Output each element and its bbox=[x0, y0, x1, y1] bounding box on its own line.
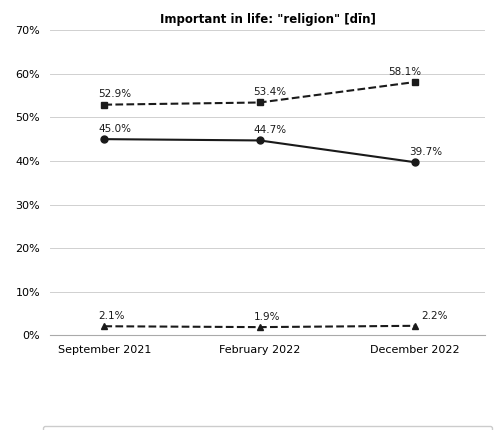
Title: Important in life: "religion" [dīn]: Important in life: "religion" [dīn] bbox=[160, 13, 376, 26]
Text: 58.1%: 58.1% bbox=[388, 67, 422, 77]
Text: 53.4%: 53.4% bbox=[254, 87, 286, 97]
Text: 45.0%: 45.0% bbox=[98, 124, 131, 134]
Text: 1.9%: 1.9% bbox=[254, 312, 280, 322]
Text: 2.2%: 2.2% bbox=[422, 310, 448, 321]
Text: 39.7%: 39.7% bbox=[409, 147, 442, 157]
Text: 52.9%: 52.9% bbox=[98, 89, 132, 99]
Text: 44.7%: 44.7% bbox=[254, 125, 286, 135]
Text: 2.1%: 2.1% bbox=[98, 311, 124, 321]
Legend: Very + Fairly Important, Not very + Not at all Important, Don't know: Very + Fairly Important, Not very + Not … bbox=[44, 426, 492, 430]
